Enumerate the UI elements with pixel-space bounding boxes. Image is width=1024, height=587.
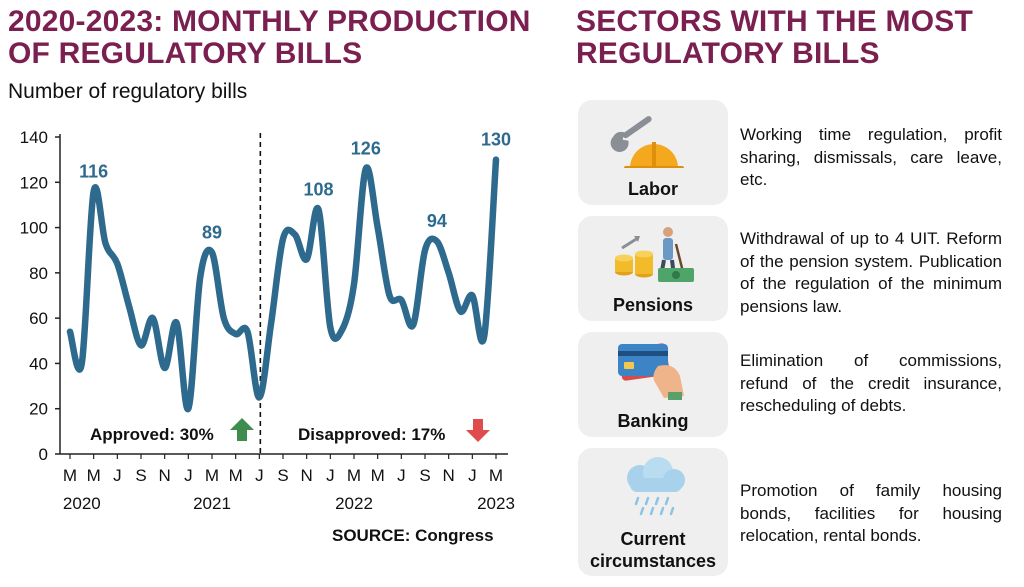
data-label: 108 [303,179,333,199]
x-tick-label: S [277,466,288,485]
x-tick-label: N [301,466,313,485]
y-tick-label: 40 [29,354,48,373]
series-line [66,156,500,412]
sector-label: Banking [617,411,689,431]
approved-annotation: Approved: 30% [90,425,214,444]
data-label: 89 [202,222,222,242]
x-tick-label: J [184,466,193,485]
chart-title: 2020-2023: MONTHLY PRODUCTION OF REGULAT… [8,5,531,70]
year-label: 2022 [335,494,373,513]
year-label: 2020 [63,494,101,513]
x-tick-label: N [159,466,171,485]
x-tick-label: M [63,466,77,485]
data-label: 94 [427,211,447,231]
sector-label: Labor [627,179,678,199]
x-tick-label: M [489,466,503,485]
data-label: 130 [481,130,511,150]
x-tick-label: M [87,466,101,485]
x-tick-label: J [397,466,406,485]
y-tick-label: 20 [29,400,48,419]
sector-description: Working time regulation, profit sharing,… [740,125,1002,189]
x-tick-label: S [135,466,146,485]
rain-cloud-icon [627,457,685,516]
x-tick-label: M [371,466,385,485]
x-tick-label: J [468,466,477,485]
credit-card-hand-icon [618,343,684,400]
year-label: 2023 [477,494,515,513]
data-label: 126 [351,139,381,159]
sector-card-pensions: Pensions [578,216,728,321]
sector-description: Promotion of family housing bonds, facil… [740,481,1002,545]
x-tick-label: J [326,466,335,485]
y-tick-label: 80 [29,264,48,283]
coins-elder-icon [615,227,694,282]
year-label: 2021 [193,494,231,513]
x-tick-label: M [347,466,361,485]
y-tick-label: 120 [20,173,48,192]
y-tick-label: 60 [29,309,48,328]
up-arrow-icon [230,418,254,441]
y-tick-label: 100 [20,219,48,238]
x-tick-label: M [205,466,219,485]
x-tick-label: S [419,466,430,485]
y-axis-label: Number of regulatory bills [8,80,248,103]
sector-label: Current circumstances [589,529,717,571]
data-label: 116 [79,161,108,181]
source-note: SOURCE: Congress [332,526,494,545]
wrench-hardhat-icon [610,116,684,168]
sector-description: Elimination of commissions, refund of th… [740,351,1002,415]
x-tick-label: J [113,466,122,485]
sector-card-current-circumstances: Current circumstances [578,448,728,576]
y-tick-label: 0 [39,445,48,464]
disapproved-annotation: Disapproved: 17% [298,425,445,444]
x-tick-label: M [229,466,243,485]
down-arrow-icon [466,419,490,442]
y-tick-label: 140 [20,128,48,147]
sector-card-labor: Labor [578,100,728,205]
x-tick-label: J [255,466,264,485]
sectors-title: SECTORS WITH THE MOST REGULATORY BILLS [576,5,973,70]
sector-label: Pensions [612,295,694,315]
sector-description: Withdrawal of up to 4 UIT. Reform of the… [740,229,1002,316]
sector-card-banking: Banking [578,332,728,437]
x-tick-label: N [443,466,455,485]
